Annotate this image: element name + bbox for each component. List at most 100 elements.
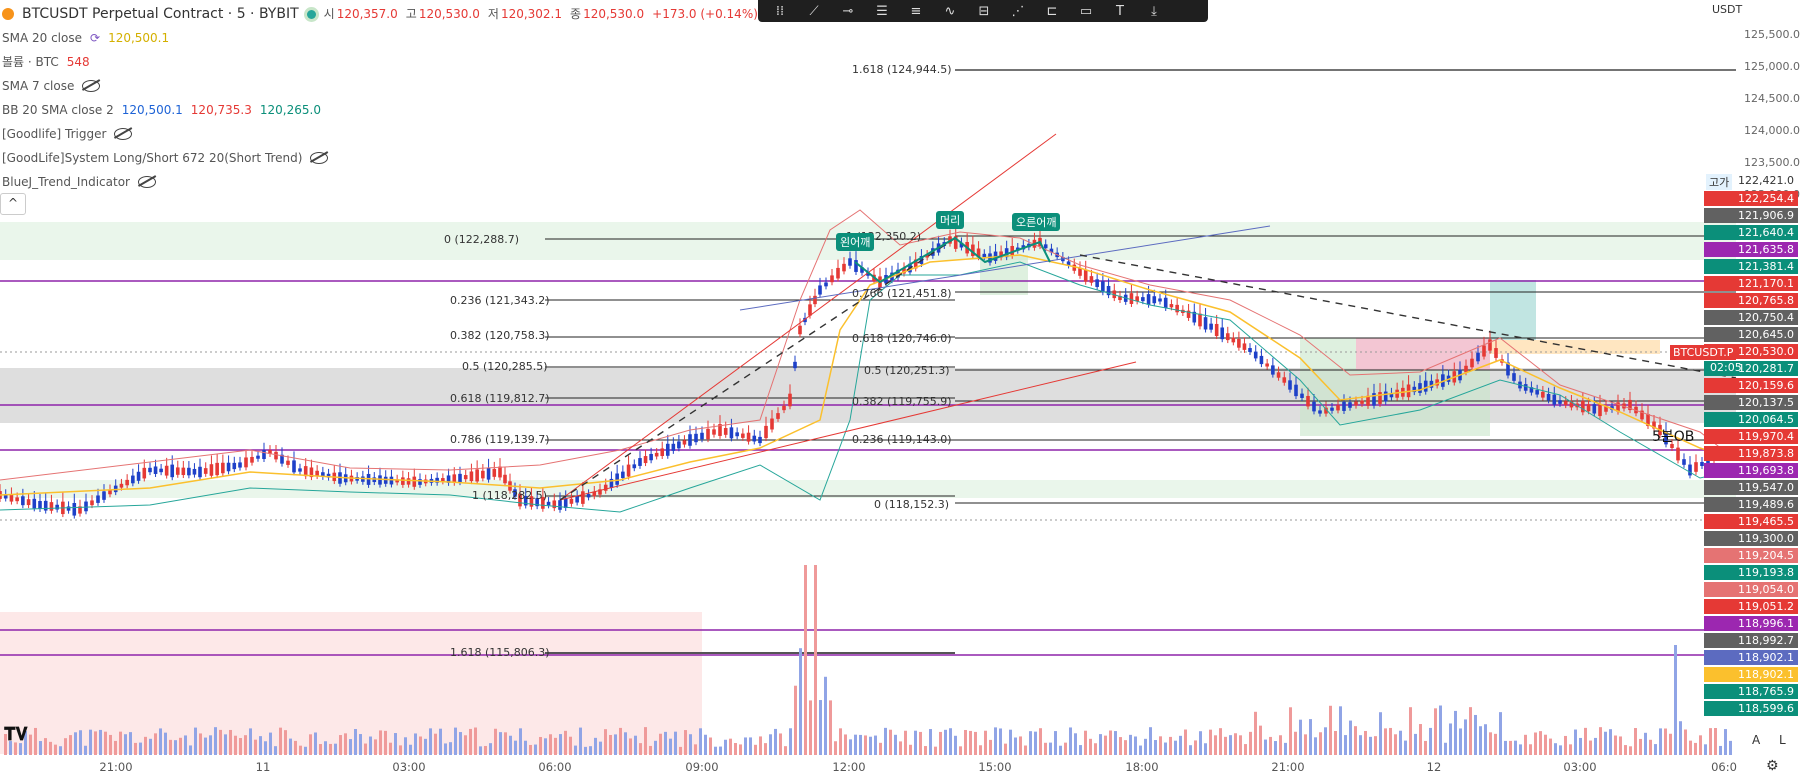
horizontal-ray-icon[interactable]: ⊸: [842, 3, 854, 19]
volume-bar: [44, 738, 47, 755]
fib-level-label[interactable]: 0.786 (119,139.7): [450, 433, 550, 446]
volume-bar: [384, 730, 387, 755]
volume-bar: [689, 734, 692, 755]
candle-body: [1152, 296, 1157, 304]
left-shoulder-tag[interactable]: 왼어깨: [836, 233, 875, 251]
parallel-channel-icon[interactable]: ☰: [876, 3, 888, 19]
price-axis[interactable]: USDT: [1700, 0, 1802, 781]
candle-body: [688, 434, 692, 446]
fib-level-label[interactable]: 0.5 (120,251.3): [864, 364, 950, 377]
fib-level-label[interactable]: 0.382 (120,758.3): [450, 329, 550, 342]
indicator-row-sma7[interactable]: SMA 7 close: [2, 74, 758, 98]
volume-bar: [1399, 730, 1402, 755]
channel-line: [559, 133, 1057, 501]
trendline-tool-icon[interactable]: ⟋: [809, 3, 819, 19]
volume-bar: [99, 729, 102, 755]
volume-bar: [884, 727, 887, 755]
candle-body: [1569, 401, 1574, 408]
pattern-tool-icon[interactable]: ∿: [944, 3, 956, 19]
hidden-eye-icon[interactable]: [82, 80, 101, 92]
volume-bar: [1564, 735, 1567, 755]
more-tools-icon[interactable]: ⤓: [1151, 3, 1157, 19]
volume-bar: [1719, 745, 1722, 755]
log-scale-button[interactable]: L: [1779, 733, 1786, 747]
candle-body: [782, 405, 786, 411]
candle-body: [558, 500, 562, 510]
fib-level-label[interactable]: 0.766 (121,451.8): [852, 287, 952, 300]
candle-body: [1670, 444, 1674, 448]
price-tag: 118,902.1: [1704, 650, 1798, 665]
right-shoulder-tag[interactable]: 오른어깨: [1012, 213, 1061, 231]
fib-level-label[interactable]: 0.618 (119,812.7): [450, 392, 550, 405]
fib-level-label[interactable]: 0 (122,288.7): [444, 233, 520, 246]
candle-body: [452, 474, 457, 483]
fib-level-label[interactable]: 1 (118,282.5): [472, 489, 548, 502]
volume-bar: [1404, 740, 1407, 755]
candle-body: [1253, 351, 1258, 359]
rectangle-tool-icon[interactable]: ▭: [1079, 3, 1093, 19]
text-tool-icon[interactable]: T: [1116, 3, 1124, 19]
indicator-row-bb[interactable]: BB 20 SMA close 2 120,500.1 120,735.3 12…: [2, 98, 758, 122]
settings-gear-icon[interactable]: ⚙: [1766, 758, 1779, 774]
volume-bar: [1259, 725, 1262, 755]
range-tool-icon[interactable]: ⊏: [1046, 3, 1058, 19]
hidden-eye-icon[interactable]: [114, 128, 133, 140]
fib-level-label[interactable]: 1.618 (124,944.5): [852, 63, 952, 76]
position-tool-icon[interactable]: ⊟: [978, 3, 990, 19]
time-tick-label: 18:00: [1125, 760, 1159, 774]
fib-retracement-icon[interactable]: ≡: [910, 3, 922, 19]
candle-body: [469, 471, 474, 482]
hidden-eye-icon[interactable]: [310, 152, 329, 164]
candle-body: [1004, 248, 1009, 258]
candle-body: [959, 242, 964, 248]
position-zone-red: [1356, 338, 1490, 370]
currency-label[interactable]: USDT: [1712, 3, 1743, 16]
auto-scale-button[interactable]: A: [1752, 733, 1761, 747]
candle-body: [1288, 380, 1292, 390]
indicator-row-sma20[interactable]: SMA 20 close ⟳ 120,500.1: [2, 26, 758, 50]
refresh-icon[interactable]: ⟳: [90, 31, 101, 45]
head-tag[interactable]: 머리: [936, 211, 965, 229]
symbol-title[interactable]: BTCUSDT Perpetual Contract · 5 · BYBIT: [22, 6, 299, 22]
volume-bar: [1539, 731, 1542, 755]
volume-bar: [249, 728, 252, 755]
fib-level-label[interactable]: 0 (118,152.3): [874, 498, 950, 511]
path-tool-icon[interactable]: ⋰: [1011, 3, 1025, 19]
hidden-eye-icon[interactable]: [137, 176, 156, 188]
indicator-row-volume[interactable]: 볼륨 · BTC 548: [2, 50, 758, 74]
volume-bar: [934, 746, 937, 755]
volume-bar: [584, 746, 587, 755]
volume-bar: [1089, 738, 1092, 755]
price-tag: 118,599.6: [1704, 701, 1798, 716]
volume-bar: [604, 729, 607, 755]
candle-body: [1336, 405, 1340, 411]
fib-level-label[interactable]: 0.618 (120,746.0): [852, 332, 952, 345]
fib-level-label[interactable]: 0.236 (121,343.2): [450, 294, 550, 307]
indicator-name: BlueJ_Trend_Indicator: [2, 175, 130, 189]
volume-bar: [744, 737, 747, 755]
volume-bar: [1004, 743, 1007, 755]
candle-body: [842, 263, 846, 272]
volume-bar: [969, 730, 972, 755]
fib-level-label[interactable]: 0.236 (119,143.0): [852, 433, 952, 446]
volume-bar: [469, 728, 472, 755]
head-shoulders-pattern: [854, 236, 1051, 284]
fib-level-label[interactable]: 1.618 (115,806.3): [450, 646, 550, 659]
volume-bar: [624, 732, 627, 755]
drag-handle-icon[interactable]: ⁞⁞: [775, 3, 785, 19]
fib-level-label[interactable]: 0.5 (120,285.5): [462, 360, 548, 373]
ob-label[interactable]: 5분OB: [1652, 429, 1695, 445]
indicator-row-system[interactable]: [GoodLife]System Long/Short 672 20(Short…: [2, 146, 758, 170]
symbol-row[interactable]: BTCUSDT Perpetual Contract · 5 · BYBIT 시…: [2, 2, 758, 26]
indicator-row-trigger[interactable]: [Goodlife] Trigger: [2, 122, 758, 146]
time-axis[interactable]: 21:00 11 03:00 06:00 09:00 12:00 15:00 18:00 21:…: [0, 756, 1750, 778]
collapse-legend-button[interactable]: ^: [0, 193, 26, 215]
volume-bar: [634, 735, 637, 755]
indicator-row-bluej[interactable]: BlueJ_Trend_Indicator: [2, 170, 758, 194]
candle-body: [303, 466, 308, 477]
candle-body: [1242, 343, 1247, 350]
volume-bar: [29, 734, 32, 755]
volume-bar: [1234, 733, 1237, 755]
fib-level-label[interactable]: 0.382 (119,755.9): [852, 395, 952, 408]
